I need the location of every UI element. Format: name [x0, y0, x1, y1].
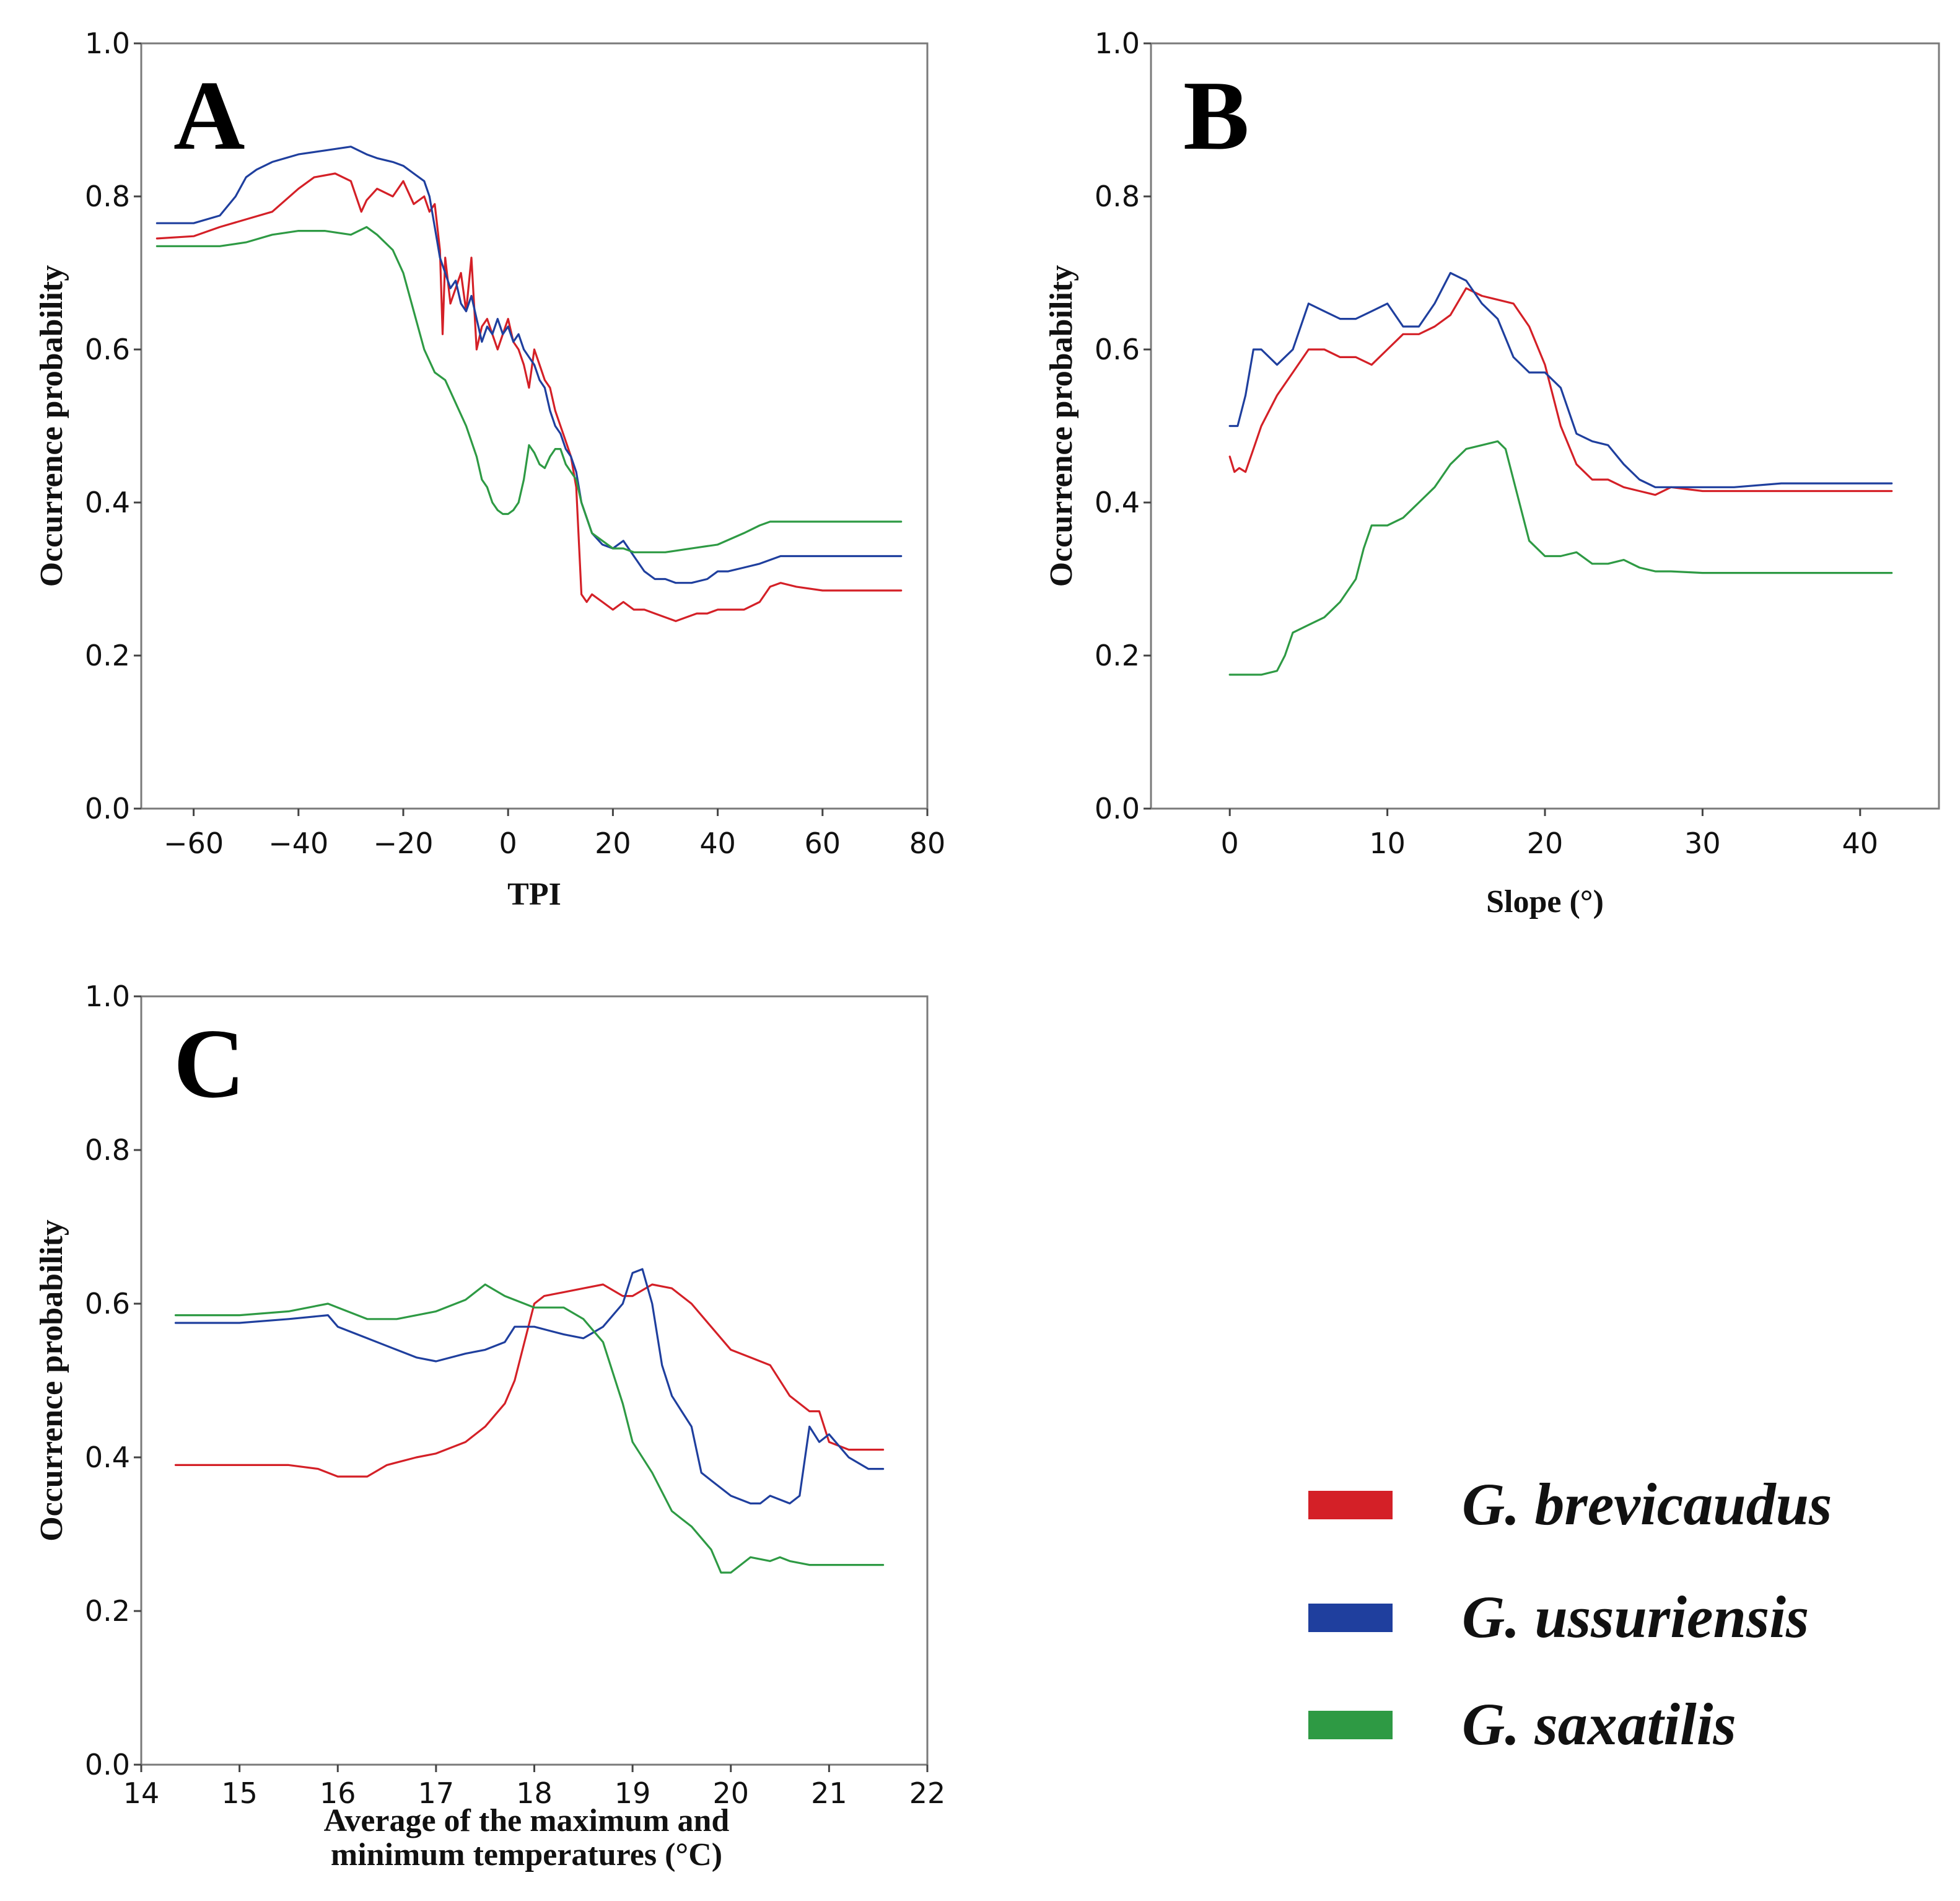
legend-label: G. saxatilis: [1462, 1691, 1736, 1757]
y-tick-label: 0.6: [1095, 333, 1140, 366]
x-tick-label: 18: [516, 1776, 553, 1810]
series-line-g-saxatilis: [174, 1283, 885, 1574]
plot-frame: [1150, 42, 1940, 810]
panel-c: 0.0 0.2 0.4 0.6 0.8 1.0 14 15 16 17 18 19 20 21 22 C Ave…: [34, 980, 945, 1872]
y-tick-label: 0.8: [85, 180, 130, 213]
x-tick-label: 40: [1842, 827, 1879, 860]
panel-a: 0.0 0.2 0.4 0.6 0.8 1.0 −60 −40 −20 0 20 40 60 80 A TPI…: [34, 27, 945, 912]
series-line-g-brevicaudus: [1228, 287, 1893, 496]
legend-swatch: [1308, 1711, 1393, 1739]
panel-b: 0.0 0.2 0.4 0.6 0.8 1.0 0 10 20 30 40 B Slope (°) Occ…: [1044, 27, 1940, 920]
panel-letter: A: [173, 60, 245, 170]
x-tick-label: −60: [164, 827, 224, 860]
series-line-g-saxatilis: [155, 226, 903, 553]
x-axis-label: Average of the maximum and: [324, 1803, 730, 1838]
x-tick-label: 17: [418, 1776, 455, 1810]
x-tick-label: 20: [1527, 827, 1564, 860]
x-tick-label: 21: [811, 1776, 847, 1810]
y-axis-label: Occurrence probability: [34, 265, 69, 587]
x-tick-label: 10: [1369, 827, 1406, 860]
x-tick-label: 0: [1221, 827, 1239, 860]
y-tick-label: 0.0: [85, 792, 130, 825]
x-tick-label: 16: [320, 1776, 356, 1810]
y-tick-label: 0.0: [1095, 792, 1140, 825]
legend-swatch: [1308, 1491, 1393, 1519]
x-tick-label: 0: [499, 827, 517, 860]
x-tick-label: −20: [373, 827, 433, 860]
panel-letter: C: [173, 1008, 245, 1118]
x-tick-label: 22: [909, 1776, 946, 1810]
y-tick-label: 0.6: [85, 333, 130, 366]
x-tick-label: 30: [1684, 827, 1721, 860]
legend-swatch: [1308, 1604, 1393, 1632]
y-tick-label: 0.0: [85, 1748, 130, 1781]
series-line-g-brevicaudus: [174, 1283, 885, 1478]
y-tick-label: 0.2: [85, 639, 130, 672]
legend-item-g-brevicaudus: G. brevicaudus: [1308, 1471, 1832, 1537]
plot-frame: [140, 995, 929, 1766]
y-tick-label: 0.6: [85, 1287, 130, 1320]
y-tick-label: 0.4: [85, 1441, 130, 1474]
y-tick-label: 0.2: [85, 1594, 130, 1628]
x-axis-label: TPI: [507, 877, 561, 912]
legend: G. brevicaudus G. ussuriensis G. saxatilis: [1308, 1471, 1832, 1757]
plot-frame: [140, 42, 929, 810]
series-line-g-ussuriensis: [1228, 271, 1893, 488]
y-tick-label: 0.4: [1095, 486, 1140, 519]
y-tick-label: 1.0: [85, 980, 130, 1013]
series-line-g-saxatilis: [1228, 440, 1893, 676]
x-tick-label: 20: [712, 1776, 749, 1810]
x-axis-label: minimum temperatures (°C): [331, 1837, 722, 1872]
y-tick-label: 1.0: [85, 27, 130, 60]
x-tick-label: 19: [615, 1776, 651, 1810]
legend-label: G. brevicaudus: [1462, 1471, 1832, 1537]
legend-item-g-saxatilis: G. saxatilis: [1308, 1691, 1736, 1757]
y-tick-label: 0.2: [1095, 639, 1140, 672]
y-tick-label: 0.8: [85, 1133, 130, 1167]
panel-letter: B: [1183, 60, 1249, 170]
x-tick-label: 20: [595, 827, 631, 860]
x-tick-label: 15: [221, 1776, 258, 1810]
x-tick-label: 14: [123, 1776, 160, 1810]
x-tick-label: 40: [699, 827, 736, 860]
y-tick-label: 0.4: [85, 486, 130, 519]
x-tick-label: 80: [909, 827, 946, 860]
legend-item-g-ussuriensis: G. ussuriensis: [1308, 1584, 1809, 1650]
x-tick-label: −40: [268, 827, 328, 860]
y-tick-label: 1.0: [1095, 27, 1140, 60]
legend-label: G. ussuriensis: [1462, 1584, 1809, 1650]
x-tick-label: 60: [805, 827, 841, 860]
series-line-g-brevicaudus: [155, 172, 903, 622]
series-line-g-ussuriensis: [155, 146, 903, 584]
series-line-g-ussuriensis: [174, 1268, 885, 1504]
y-axis-label: Occurrence probability: [1044, 265, 1079, 587]
y-axis-label: Occurrence probability: [34, 1219, 69, 1541]
y-tick-label: 0.8: [1095, 180, 1140, 213]
x-axis-label: Slope (°): [1486, 884, 1604, 920]
